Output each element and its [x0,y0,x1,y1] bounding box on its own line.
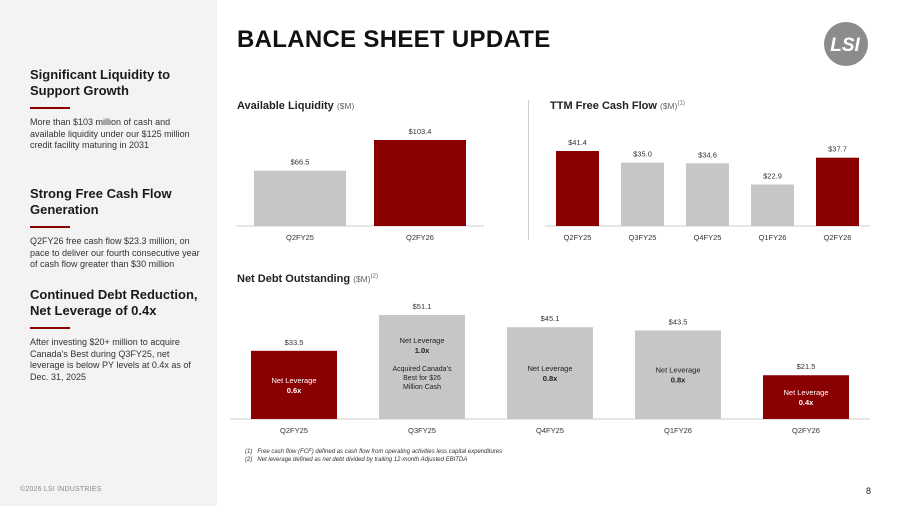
leverage-value: 0.6x [287,386,302,395]
page-title: BALANCE SHEET UPDATE [237,26,551,53]
bar-q2fy25 [556,151,599,226]
data-label: $103.4 [409,127,432,136]
footnote-2: (2) Net leverage defined as net debt div… [245,457,467,463]
leverage-value: 0.4x [799,398,814,407]
bar-note: Best for $26 [403,375,441,382]
chart-divider [528,100,529,240]
chart-title-text: Net Debt Outstanding [237,273,351,285]
debt-section: Continued Debt Reduction, Net Leverage o… [30,287,202,383]
bar-note: Million Cash [403,384,441,391]
net-debt-title: Net Debt Outstanding ($M)(2) [237,273,378,285]
bar-q2fy26 [816,157,859,226]
bar-q2fy26 [763,375,849,419]
x-tick-label: Q2FY26 [792,426,820,435]
bar-q3fy25 [379,315,465,419]
x-tick-label: Q2FY26 [824,233,852,242]
leverage-label: Net Leverage [271,376,316,385]
leverage-value: 1.0x [415,346,430,355]
x-tick-label: Q4FY25 [536,426,564,435]
bar-q2fy25 [254,170,346,226]
bar-q4fy25 [507,327,593,419]
chart-title-text: Available Liquidity [237,100,334,112]
available-liquidity-title: Available Liquidity ($M) [237,100,354,112]
footnote-text: Net leverage defined as net debt divided… [257,457,468,463]
bar-q4fy25 [686,163,729,226]
chart-unit: ($M) [353,274,371,284]
chart-unit: ($M) [336,101,355,111]
bar-q1fy26 [635,330,721,419]
section-heading: Continued Debt Reduction, Net Leverage o… [30,287,198,318]
section-heading: Strong Free Cash Flow Generation [30,186,172,217]
x-tick-label: Q2FY26 [406,233,434,242]
data-label: $45.1 [541,314,560,323]
copyright: ©2026 LSI INDUSTRIES [20,486,102,493]
bar-q2fy25 [251,350,337,419]
leverage-label: Net Leverage [655,366,700,375]
liquidity-section: Significant Liquidity to Support Growth … [30,67,202,152]
x-tick-label: Q2FY25 [280,426,308,435]
x-tick-label: Q3FY25 [629,233,657,242]
data-label: $21.5 [797,362,816,371]
available-liquidity-chart: $66.5 Q2FY25 $103.4 Q2FY26 [236,127,484,242]
lsi-logo-icon: LSI [824,22,868,66]
x-tick-label: Q4FY25 [694,233,722,242]
data-label: $22.9 [763,172,782,181]
cash-flow-section: Strong Free Cash Flow Generation Q2FY26 … [30,186,202,271]
section-divider [30,107,70,109]
logo-text: LSI [830,35,860,56]
x-tick-label: Q1FY26 [664,426,692,435]
section-body: More than $103 million of cash and avail… [30,117,190,150]
data-label: $66.5 [291,158,310,167]
free-cash-flow-title: TTM Free Cash Flow ($M)(1) [550,100,685,112]
section-body: After investing $20+ million to acquire … [30,337,191,382]
footnote-ref: (1) [677,100,685,107]
leverage-label: Net Leverage [527,364,572,373]
footnote-1: (1) Free cash flow (FCF) defined as cash… [245,449,502,455]
section-divider [30,226,70,228]
chart-unit: ($M) [660,101,678,111]
x-tick-label: Q1FY26 [759,233,787,242]
footnote-number: (2) [245,457,253,463]
section-divider [30,327,70,329]
bar-note: Acquired Canada’s [392,366,452,373]
leverage-value: 0.8x [671,376,686,385]
data-label: $34.6 [698,150,717,159]
leverage-label: Net Leverage [783,388,828,397]
bar-q3fy25 [621,162,664,226]
x-tick-label: Q2FY25 [286,233,314,242]
x-tick-label: Q2FY25 [564,233,592,242]
section-body: Q2FY26 free cash flow $23.3 million, on … [30,236,200,269]
left-panel: Significant Liquidity to Support Growth … [0,0,217,506]
bar-q2fy26 [374,140,466,226]
leverage-value: 0.8x [543,374,558,383]
data-label: $33.5 [285,338,304,347]
bar-q1fy26 [751,184,794,226]
chart-title-text: TTM Free Cash Flow [550,100,657,112]
x-tick-label: Q3FY25 [408,426,436,435]
page-number: 8 [866,486,872,496]
free-cash-flow-chart: $41.4 Q2FY25 $35.0 Q3FY25 $34.6 Q4FY25 $22.9 Q1… [545,138,870,242]
section-heading: Significant Liquidity to Support Growth [30,67,171,98]
data-label: $43.5 [669,317,688,326]
data-label: $41.4 [568,138,587,147]
data-label: $51.1 [413,302,432,311]
footnote-ref: (2) [370,273,378,280]
footnote-text: Free cash flow (FCF) defined as cash flo… [257,449,503,455]
data-label: $37.7 [828,145,847,154]
data-label: $35.0 [633,150,652,159]
leverage-label: Net Leverage [399,336,444,345]
footnote-number: (1) [245,449,253,455]
